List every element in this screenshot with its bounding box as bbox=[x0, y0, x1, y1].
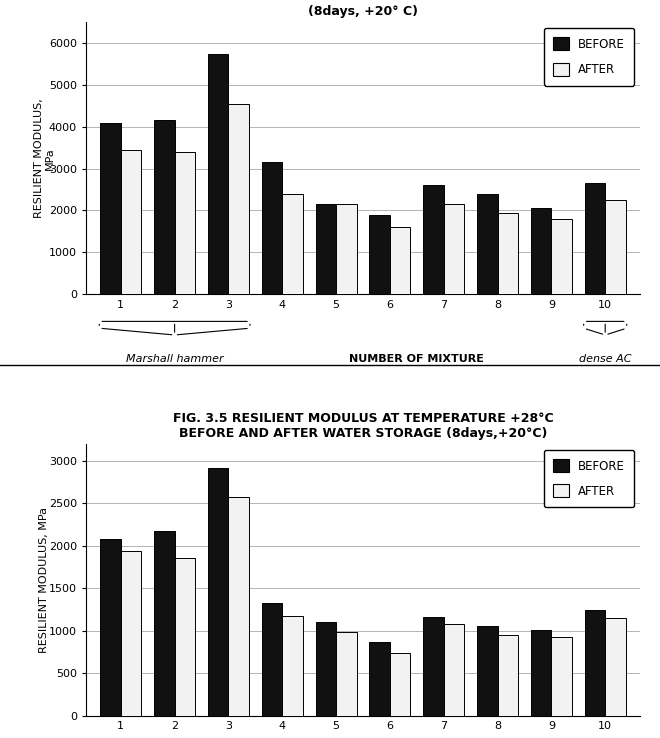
Bar bbox=[228, 497, 249, 716]
Bar bbox=[336, 204, 356, 294]
Bar bbox=[390, 653, 411, 716]
Bar bbox=[423, 617, 444, 716]
Bar bbox=[370, 215, 390, 294]
Bar bbox=[551, 219, 572, 294]
Bar bbox=[531, 630, 551, 716]
Bar bbox=[121, 551, 141, 716]
Bar bbox=[444, 204, 464, 294]
Bar bbox=[423, 185, 444, 294]
Bar bbox=[585, 183, 605, 294]
Bar bbox=[100, 123, 121, 294]
Bar bbox=[208, 54, 228, 294]
Text: Marshall hammer: Marshall hammer bbox=[126, 354, 224, 364]
Y-axis label: RESILIENT MODULUS,
MPa: RESILIENT MODULUS, MPa bbox=[34, 98, 55, 218]
Bar bbox=[175, 152, 195, 294]
Bar bbox=[531, 208, 551, 294]
Bar bbox=[390, 227, 411, 294]
Bar bbox=[208, 468, 228, 716]
Text: dense AC: dense AC bbox=[579, 354, 632, 364]
Bar bbox=[154, 120, 175, 294]
Bar bbox=[262, 603, 282, 716]
Bar bbox=[336, 632, 356, 716]
Bar bbox=[551, 637, 572, 716]
Y-axis label: RESILIENT MODULUS, MPa: RESILIENT MODULUS, MPa bbox=[40, 507, 50, 653]
Title: FIG. 3.5 RESILIENT MODULUS AT TEMPERATURE +28°C
BEFORE AND AFTER WATER STORAGE (: FIG. 3.5 RESILIENT MODULUS AT TEMPERATUR… bbox=[173, 412, 553, 440]
Bar bbox=[175, 558, 195, 716]
Bar bbox=[498, 213, 518, 294]
Bar bbox=[315, 204, 336, 294]
Bar bbox=[585, 610, 605, 716]
Bar bbox=[370, 642, 390, 716]
Legend: BEFORE, AFTER: BEFORE, AFTER bbox=[544, 449, 634, 507]
Bar bbox=[477, 194, 498, 294]
Bar bbox=[282, 194, 303, 294]
Bar bbox=[605, 200, 626, 294]
Bar bbox=[498, 635, 518, 716]
Bar bbox=[100, 539, 121, 716]
Bar bbox=[121, 150, 141, 294]
Bar bbox=[262, 162, 282, 294]
Legend: BEFORE, AFTER: BEFORE, AFTER bbox=[544, 28, 634, 86]
Bar bbox=[282, 616, 303, 716]
Title: FIG. 3.4 RESILIENT MODULUS AT TEMPERATURE
+21°C BEFORE AND AFTER WATER STORAGE
(: FIG. 3.4 RESILIENT MODULUS AT TEMPERATUR… bbox=[197, 0, 529, 18]
Bar bbox=[477, 626, 498, 716]
Bar bbox=[228, 104, 249, 294]
Text: NUMBER OF MIXTURE: NUMBER OF MIXTURE bbox=[349, 354, 484, 364]
Bar bbox=[444, 624, 464, 716]
Bar bbox=[154, 531, 175, 716]
Bar bbox=[605, 618, 626, 716]
Bar bbox=[315, 622, 336, 716]
